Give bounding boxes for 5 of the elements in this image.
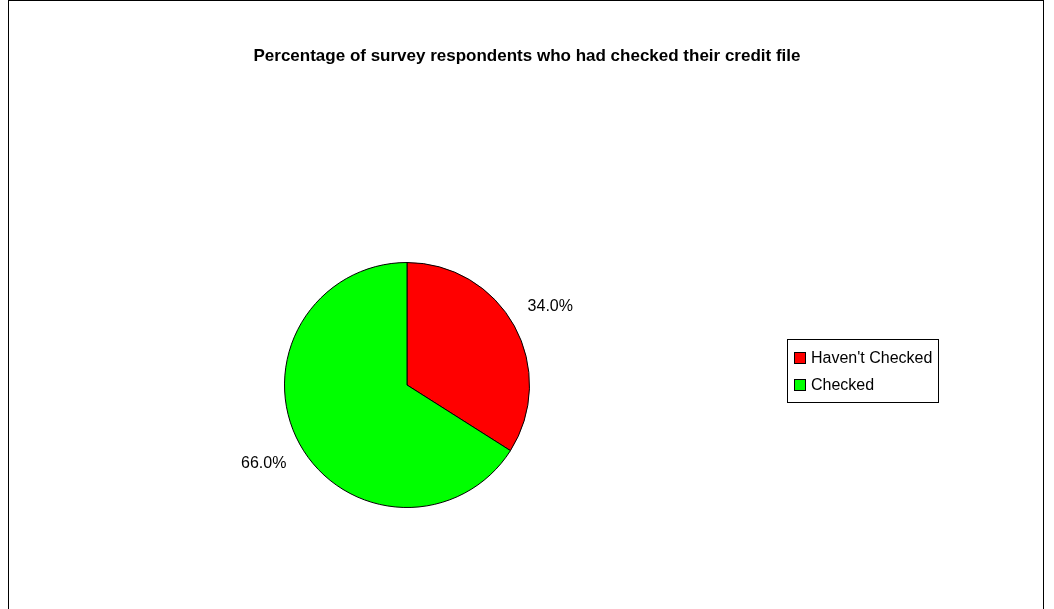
legend-label: Haven't Checked [811,348,933,367]
data-label: 66.0% [241,454,287,472]
legend-label: Checked [811,375,875,394]
data-label: 34.0% [527,296,573,314]
chart-title: Percentage of survey respondents who had checked their credit file [252,45,802,67]
